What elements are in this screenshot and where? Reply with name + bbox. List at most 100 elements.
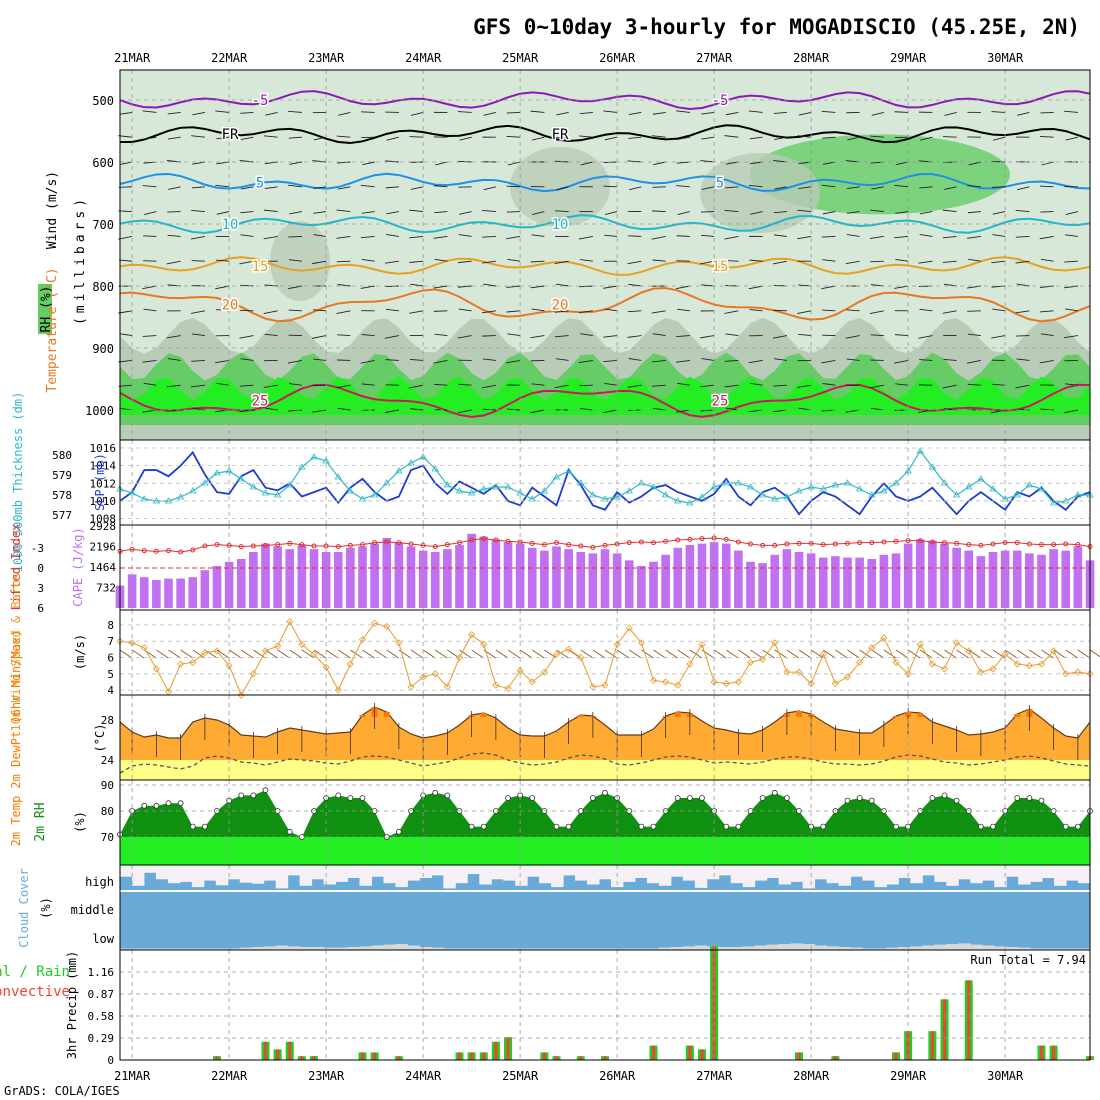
cloud-low-bar [682, 946, 696, 950]
wind-barb [556, 186, 569, 191]
temperature-contour [119, 286, 1091, 323]
wind10-point [443, 683, 451, 691]
cloud-high-gap [395, 865, 408, 888]
wind-barb [676, 185, 690, 188]
li-point [360, 542, 365, 548]
thickness-point [455, 487, 464, 494]
wind-barb [531, 234, 545, 237]
wind-barb [629, 186, 642, 191]
contour-label: -5 [252, 93, 269, 109]
cloud-high-gap [754, 865, 768, 881]
wind-barb [701, 111, 715, 115]
li-point [238, 544, 244, 550]
wind-barb [409, 310, 424, 314]
wind-barb [677, 136, 690, 140]
wind-barb [215, 359, 230, 364]
cape-bar [1012, 550, 1022, 608]
wind10-barb [738, 649, 751, 659]
wind-barb [604, 136, 618, 141]
rh2m-point [1062, 823, 1069, 830]
wind10-barb [616, 649, 630, 659]
wind-barb [797, 135, 812, 138]
cloud-low-bar [179, 948, 193, 950]
wind-barb [385, 186, 399, 189]
wind-barb [530, 335, 545, 339]
cloud-low-bar [910, 946, 923, 950]
wind10-barb [859, 649, 872, 659]
wind-barb [530, 110, 545, 113]
ylabel-thickness: 1000-500mb Thickness (dm) [11, 392, 25, 573]
temp-max-fill [796, 711, 802, 717]
li-point [432, 544, 438, 550]
rh2m-point [771, 789, 778, 796]
thickness-point [528, 495, 536, 502]
wind-tick-label: 5 [107, 668, 114, 681]
cloud-high-gap [551, 865, 564, 888]
precip-conv-bar [1052, 1045, 1056, 1060]
wind-barb [773, 234, 787, 237]
li-point [893, 538, 899, 544]
ylabel-temp2m: 2m Temp 2m DewPt (6hr Min/Max) [9, 630, 23, 847]
cloud-low-bar [227, 948, 241, 950]
li-point [651, 540, 656, 546]
wind-barb [1016, 358, 1030, 361]
cloud-low-bar [491, 948, 504, 950]
wind-barb [360, 235, 375, 239]
li-point [832, 541, 838, 547]
wind-barb [554, 260, 569, 264]
wind10-barb [726, 649, 739, 659]
cloud-high-gap [287, 865, 301, 876]
li-point [772, 542, 778, 548]
precip-conv-bar [700, 1049, 704, 1060]
cloud-high-gap [131, 865, 145, 886]
cape-bar [879, 554, 889, 608]
cloud-low-bar [694, 945, 708, 950]
li-point [250, 543, 256, 549]
wind-barb [1039, 235, 1054, 240]
wind-barb [264, 333, 278, 337]
li-tick-label: 3 [37, 582, 44, 595]
wind10-point [552, 650, 561, 658]
date-label-bottom: 22MAR [211, 1069, 248, 1083]
wind-barb [749, 259, 763, 262]
cape-bar [564, 549, 573, 608]
cloud-high-gap [311, 865, 325, 880]
wind-barb [555, 358, 569, 361]
wind-barb [216, 136, 230, 140]
cape-bar [1025, 553, 1034, 608]
wind10-barb [1053, 649, 1066, 659]
li-point [311, 543, 317, 549]
wind-barb [362, 161, 375, 166]
wind-barb [966, 235, 981, 239]
rh2m-point [735, 823, 742, 830]
wind-barb [967, 211, 981, 214]
footer-credit: GrADS: COLA/IGES [4, 1084, 120, 1098]
wind-barb [822, 259, 836, 262]
wind-barb [651, 210, 666, 213]
wind-barb [142, 285, 157, 290]
wind-barb [579, 135, 593, 138]
li-point [275, 542, 281, 548]
cloud-high-gap [622, 865, 636, 882]
cape-bar [1037, 554, 1046, 608]
wind-barb [409, 209, 424, 213]
wind-barb [1015, 384, 1030, 389]
wind10-barb [762, 649, 775, 659]
wind10-point [771, 639, 779, 647]
wind10-point [1050, 647, 1058, 655]
wind10-point [298, 640, 306, 649]
wind-barb [457, 335, 472, 339]
wind-barb [651, 384, 666, 387]
precip-conv-bar [494, 1041, 498, 1060]
wind10-point [189, 658, 197, 666]
contour-label: 10 [552, 217, 569, 233]
thickness-point [370, 491, 379, 498]
cape-bar [418, 550, 428, 608]
slp-tick-label: 1016 [90, 442, 117, 455]
cape-bar [600, 549, 610, 608]
li-point [299, 542, 305, 548]
cloud-low-bar [958, 943, 971, 950]
rh2m-tick-label: 70 [101, 831, 114, 844]
wind10-point [662, 678, 670, 686]
wind-barb [651, 235, 666, 240]
